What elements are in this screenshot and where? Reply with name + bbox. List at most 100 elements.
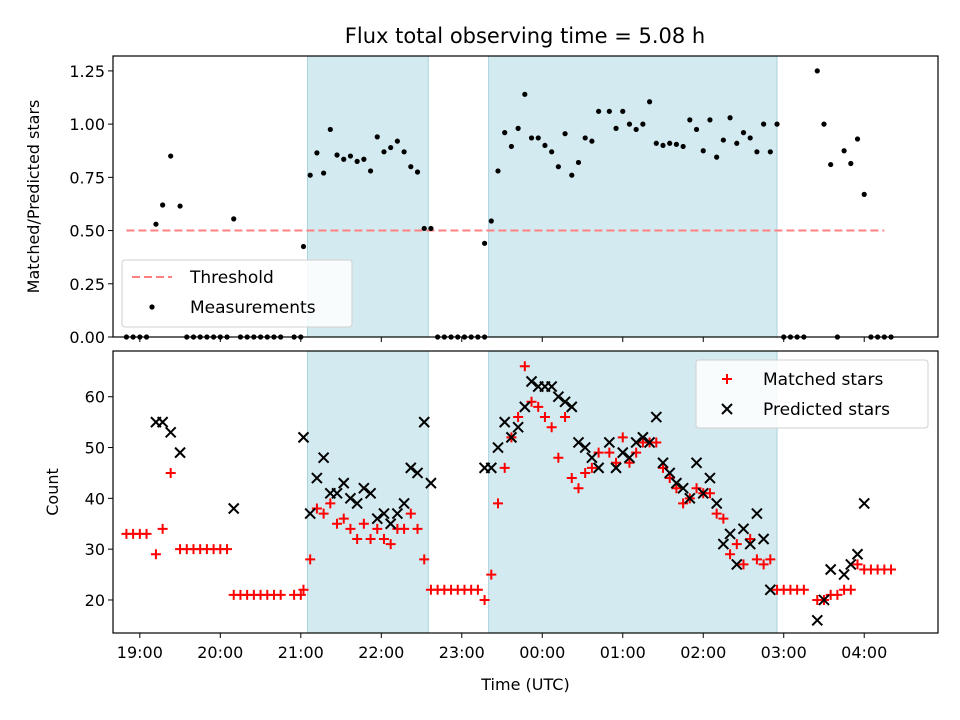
predicted-stars-point (512, 421, 524, 433)
predicted-stars-point (418, 416, 430, 428)
matched-stars-point (157, 523, 168, 534)
y-tick-label: 40 (85, 489, 105, 508)
matched-stars-point (150, 549, 161, 560)
legend-matched-swatch (722, 374, 732, 384)
matched-stars-point (539, 412, 550, 423)
measurement-point (854, 136, 861, 142)
matched-stars-point (318, 508, 329, 519)
predicted-stars-point (818, 594, 830, 606)
measurement-point (367, 168, 374, 174)
legend: Matched stars Predicted stars (695, 359, 929, 429)
predicted-stars-point (559, 396, 571, 408)
matched-stars-point (295, 589, 306, 600)
y-tick-label: 0.50 (69, 222, 105, 241)
measurement-point (381, 149, 387, 155)
x-tick-label: 20:00 (197, 643, 243, 662)
matched-stars-point (513, 412, 524, 423)
measurement-point (421, 225, 427, 232)
y-tick-label: 50 (85, 439, 105, 458)
matched-stars-point (546, 422, 557, 433)
measurement-point (341, 156, 347, 162)
x-tick-label: 03:00 (761, 643, 807, 662)
matched-stars-point (731, 539, 742, 550)
matched-stars-point (486, 569, 497, 580)
predicted-stars-point (603, 436, 616, 449)
measurement-point (575, 159, 582, 166)
predicted-stars-point (717, 538, 730, 550)
matched-stars-point (711, 508, 722, 519)
x-tick-label: 19:00 (117, 643, 163, 662)
predicted-stars-point (378, 507, 390, 520)
x-tick-label: 04:00 (841, 643, 887, 662)
legend: Threshold Measurements (121, 259, 353, 328)
matched-stars-point (332, 518, 343, 529)
measurement-point (354, 158, 360, 164)
predicted-stars-point (411, 467, 424, 479)
measurement-point (488, 218, 494, 224)
measurement-point (361, 156, 367, 162)
predicted-stars-point (344, 492, 357, 505)
matched-stars-point (275, 589, 286, 600)
measurement-point (646, 99, 653, 105)
matched-stars-point (624, 457, 635, 468)
measurement-point (821, 121, 827, 127)
matched-stars-point (372, 523, 383, 534)
measurement-point (314, 150, 320, 156)
series-predicted-stars (150, 375, 870, 627)
predicted-stars-point (838, 568, 850, 581)
measurement-point (687, 117, 693, 123)
predicted-stars-point (663, 467, 676, 479)
measurement-point (347, 153, 354, 159)
measurement-point (640, 121, 646, 127)
predicted-stars-point (697, 487, 709, 499)
predicted-stars-point (338, 477, 350, 489)
matched-stars-point (617, 432, 628, 443)
measurement-point (562, 131, 568, 137)
measurement-point (761, 121, 767, 127)
predicted-stars-point (156, 416, 169, 428)
measurement-point (334, 152, 340, 158)
predicted-stars-point (630, 436, 642, 449)
predicted-stars-point (174, 446, 186, 459)
measurement-point (620, 108, 626, 114)
x-tick-label: 21:00 (278, 643, 324, 662)
predicted-stars-point (304, 507, 316, 520)
predicted-stars-point (858, 497, 870, 510)
matched-stars-point (651, 437, 662, 448)
predicted-stars-point (637, 431, 649, 444)
matched-stars-point (165, 467, 176, 478)
legend-box (121, 259, 353, 328)
predicted-stars-point (358, 482, 370, 494)
measurement-point (582, 135, 588, 141)
matched-stars-point (358, 518, 369, 529)
predicted-stars-point (617, 446, 629, 459)
matched-stars-point (678, 498, 689, 509)
matched-stars-point (758, 559, 769, 570)
predicted-stars-point (586, 451, 598, 464)
measurement-point (740, 130, 747, 136)
measurement-point (754, 149, 760, 155)
y-tick-label: 60 (85, 388, 105, 407)
predicted-stars-point (297, 431, 310, 444)
top-panel: 0.00 0.25 0.50 0.75 1.00 1.25 Matched/Predicte… (24, 55, 939, 347)
measurement-point (327, 126, 333, 133)
measurement-point (374, 134, 380, 140)
predicted-stars-point (677, 482, 689, 494)
measurement-point (667, 140, 673, 146)
matched-stars-point (718, 513, 729, 524)
axes-frame (112, 350, 939, 634)
matched-stars-point (526, 396, 537, 407)
matched-stars-point (519, 361, 530, 372)
measurement-point (542, 142, 548, 149)
measurement-point (508, 143, 515, 150)
matched-stars-point (412, 523, 423, 534)
matched-stars-point (691, 483, 702, 494)
predicted-stars-point (684, 492, 696, 505)
predicted-stars-point (737, 523, 750, 535)
y-tick-label: 0.00 (69, 328, 105, 347)
matched-stars-point (141, 528, 152, 539)
predicted-stars-point (610, 462, 622, 474)
matched-stars-point (311, 503, 322, 514)
y-tick-label: 1.25 (69, 62, 105, 81)
